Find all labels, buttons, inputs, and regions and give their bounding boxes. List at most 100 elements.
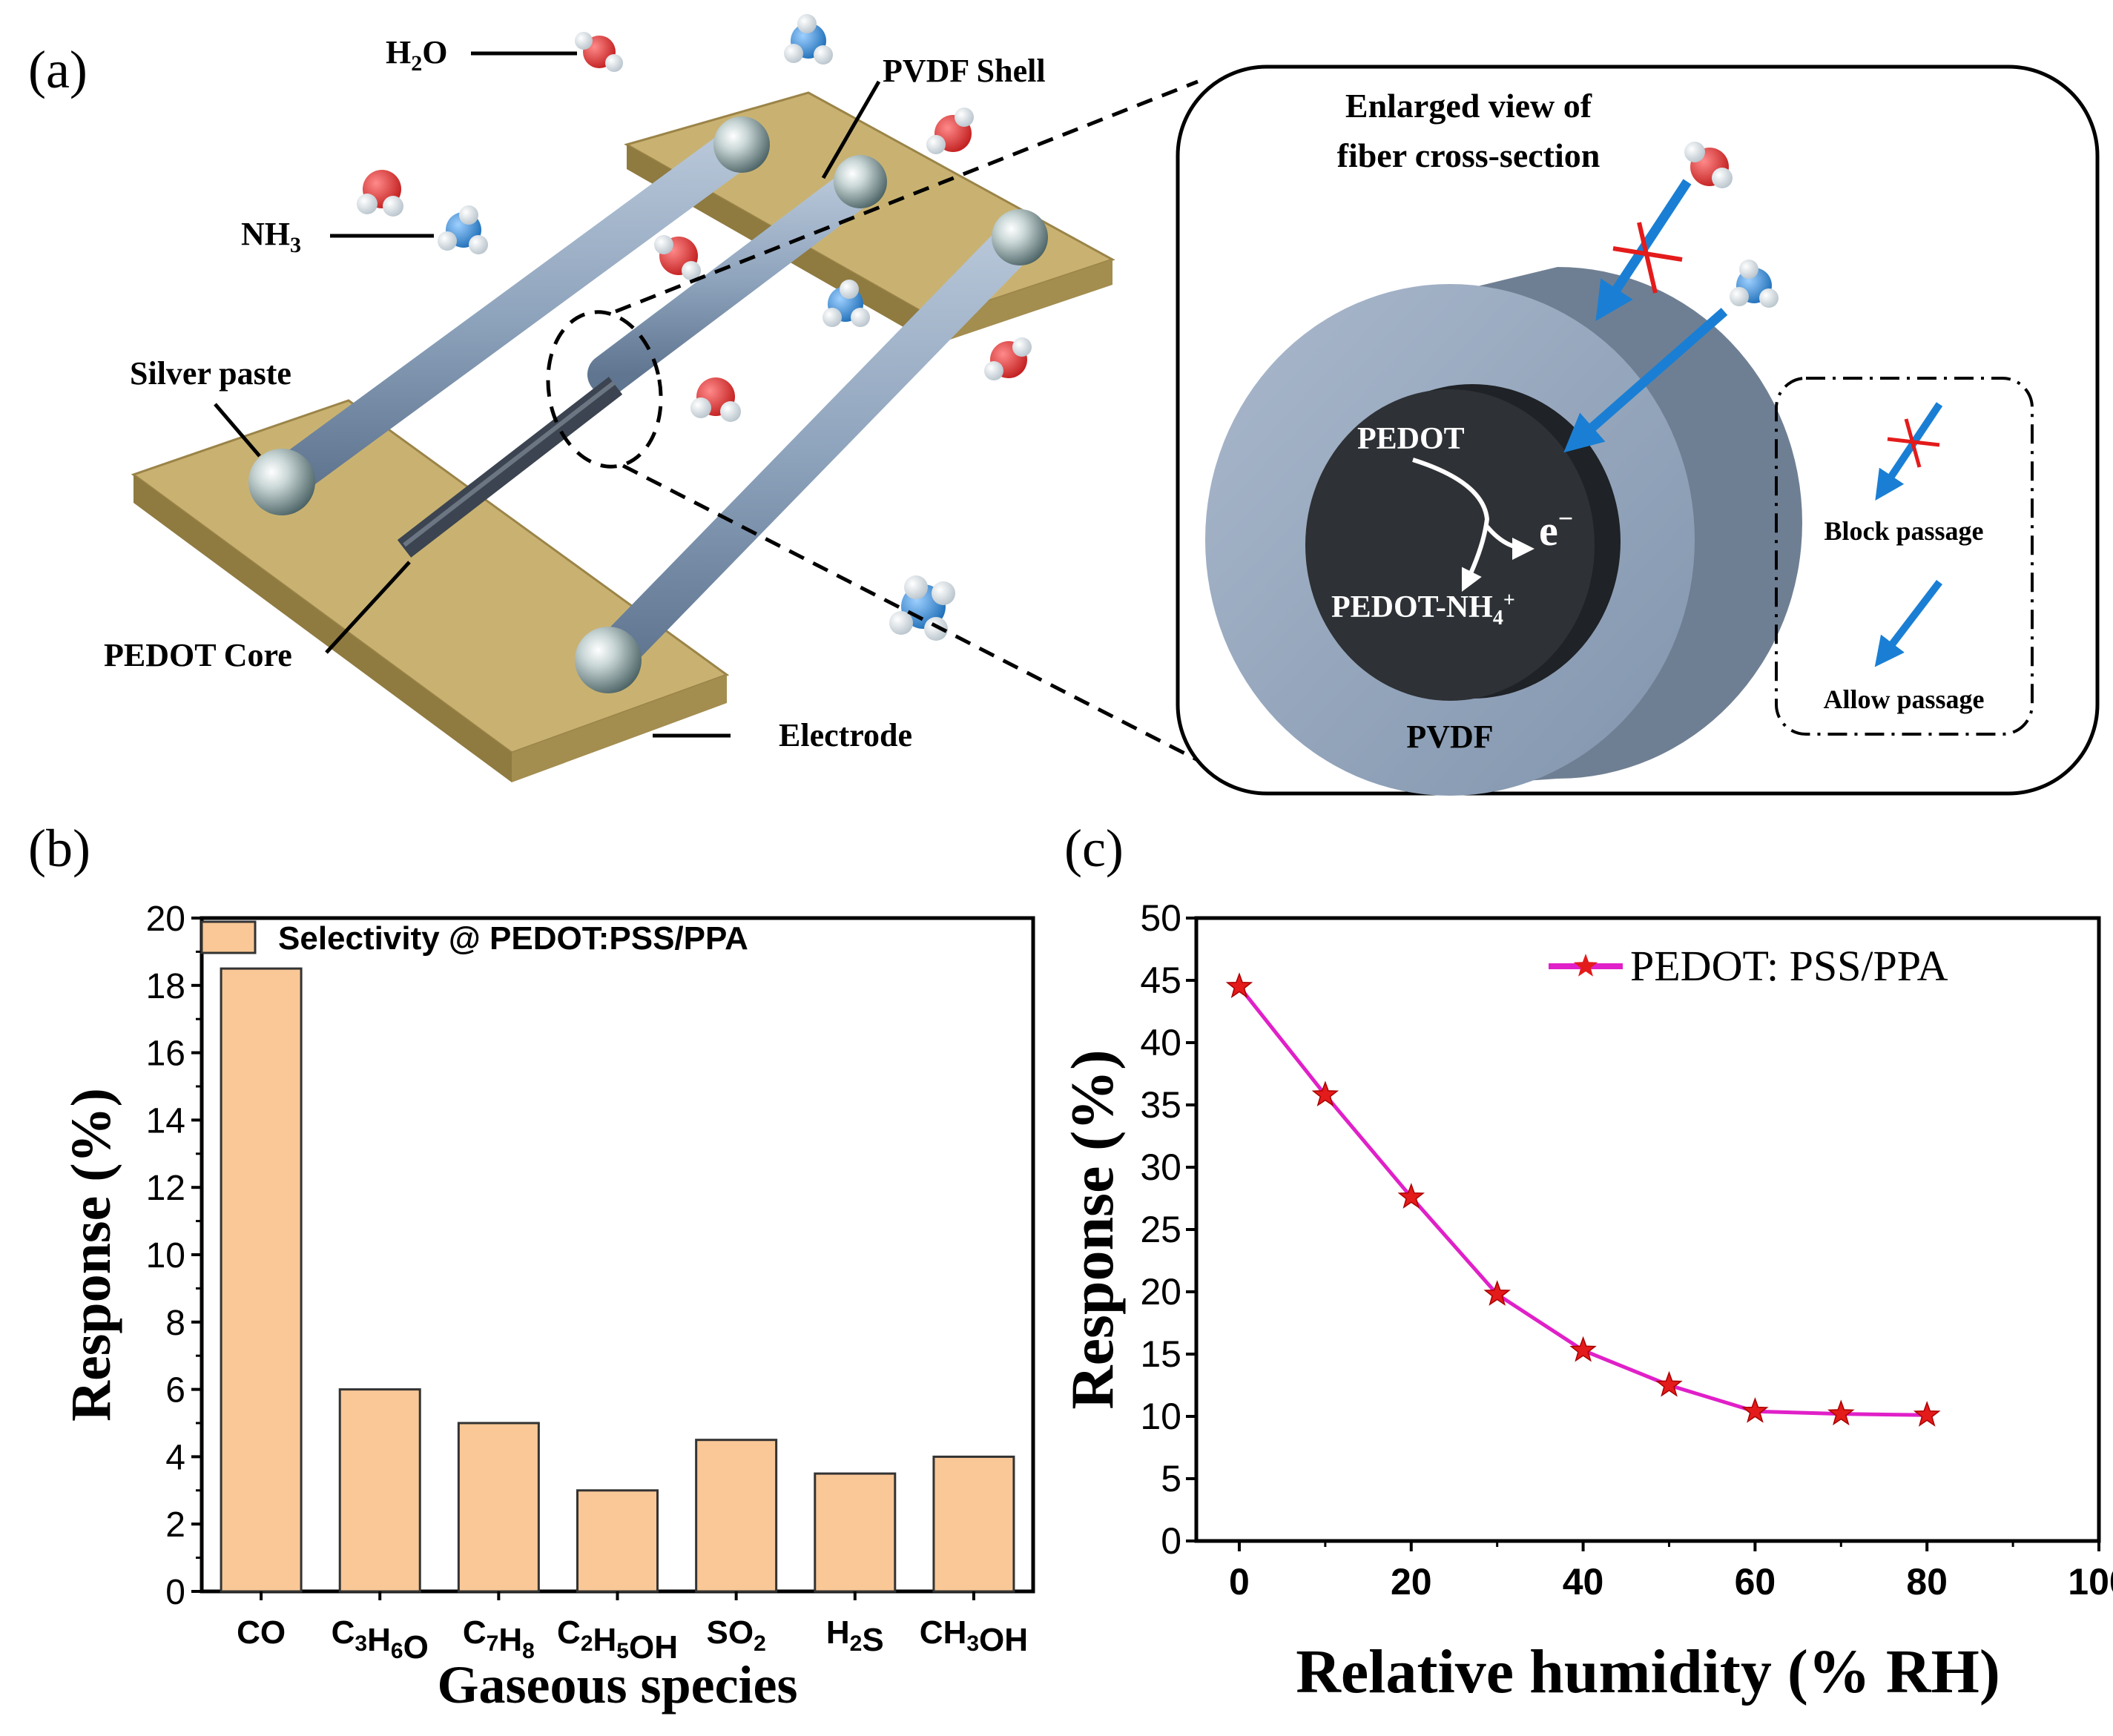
legend-cross-icon xyxy=(1887,418,1940,468)
formula-subscript: 2 xyxy=(754,1631,766,1656)
legend-label: PEDOT: PSS/PPA xyxy=(1630,942,1948,990)
cross-line-2 xyxy=(1637,222,1658,294)
formula-subscript: 8 xyxy=(522,1639,535,1663)
reaction-arrow xyxy=(1412,458,1490,593)
y-tick-label: 50 xyxy=(1140,897,1181,939)
x-tick-label: 40 xyxy=(1563,1561,1604,1603)
ammonia-molecule-icon xyxy=(784,14,833,65)
pedot-core-fiber xyxy=(397,377,623,558)
silver-ball-3 xyxy=(713,116,770,173)
y-tick-label: 25 xyxy=(1140,1209,1181,1250)
panel-b-label: (b) xyxy=(28,819,90,878)
formula-subscript: 6 xyxy=(391,1639,403,1663)
y-tick-label: 30 xyxy=(1140,1146,1181,1188)
ammonia-molecule-icon xyxy=(889,575,955,641)
y-tick-label: 20 xyxy=(1140,1271,1181,1313)
legend-label: Selectivity @ PEDOT:PSS/PPA xyxy=(278,920,748,957)
pedot-core-label: PEDOT Core xyxy=(104,637,292,673)
formula-subscript: 3 xyxy=(355,1631,367,1656)
fibers xyxy=(260,123,1041,681)
y-tick-label: 14 xyxy=(146,1101,185,1141)
water-molecule-icon xyxy=(926,108,974,154)
formula-part: S xyxy=(862,1622,883,1658)
y-tick-label: 15 xyxy=(1140,1333,1181,1375)
block-passage-label: Block passage xyxy=(1824,516,1983,546)
pedot-nh4-label: PEDOT-NH4+ xyxy=(1331,589,1515,630)
electrode-top-front xyxy=(934,260,1112,345)
ammonia-molecule-icon xyxy=(823,280,870,327)
water-molecule-icon xyxy=(1684,142,1733,188)
water-molecule-icon xyxy=(690,377,741,422)
formula-part: OH xyxy=(979,1622,1028,1658)
pedot-core-disk xyxy=(1305,389,1595,701)
y-tick-label: 5 xyxy=(1161,1458,1181,1499)
zoom-line-bottom xyxy=(622,463,1199,762)
data-point xyxy=(1913,1401,1941,1427)
enlarged-view-title-2: fiber cross-section xyxy=(1337,136,1601,174)
y-tick-label: 2 xyxy=(165,1505,185,1545)
electrode-label: Electrode xyxy=(779,717,912,753)
data-point xyxy=(1655,1370,1683,1397)
legend-block-arrow xyxy=(1875,402,1943,501)
y-tick-label: 35 xyxy=(1140,1084,1181,1126)
data-point xyxy=(1397,1183,1425,1209)
data-point xyxy=(1569,1336,1597,1362)
bar-h2s xyxy=(814,1472,897,1593)
water-molecule-icon xyxy=(357,170,403,217)
legend-swatch xyxy=(200,920,257,954)
water-molecule-icon xyxy=(575,32,623,72)
x-tick-label: 0 xyxy=(1229,1561,1250,1603)
y-axis-label: Response (%) xyxy=(1058,1049,1126,1409)
allowed-nh3-arrow xyxy=(1563,308,1728,453)
nh3-label: NH3 xyxy=(241,216,301,257)
plot-frame xyxy=(1194,916,2101,1543)
formula-subscript: 2 xyxy=(581,1631,593,1656)
panel-c-label: (c) xyxy=(1064,819,1124,878)
y-tick-label: 40 xyxy=(1140,1022,1181,1063)
electron-label: e− xyxy=(1539,504,1573,555)
water-molecule-icon xyxy=(654,235,701,280)
x-tick-label: SO2 xyxy=(707,1614,766,1656)
formula-part: C xyxy=(332,1614,355,1651)
water-molecule-icon xyxy=(984,337,1032,380)
pedot-label: PEDOT xyxy=(1357,422,1465,456)
x-tick-label: C3H6O xyxy=(332,1614,429,1666)
y-tick-label: 10 xyxy=(146,1236,185,1275)
ammonia-molecule-icon xyxy=(1730,260,1779,308)
molecules xyxy=(357,14,1032,641)
humidity-line-chart: 0 5 10 15 20 25 30 35 40 45 50 0 20 40 60 80 100 PEDOT: P… xyxy=(1058,897,2113,1706)
panel-a: (a) xyxy=(28,14,2100,796)
y-tick-label: 0 xyxy=(1161,1520,1181,1562)
y-tick-label: 8 xyxy=(165,1304,185,1343)
panel-c: (c) 0 5 10 15 20 25 30 35 40 45 50 0 20 40 60 80 100 PEDO… xyxy=(1058,819,2113,1706)
bar-c3h6o xyxy=(338,1388,421,1593)
silver-ball-1 xyxy=(248,449,315,515)
formula-part: C xyxy=(557,1614,581,1651)
y-tick-label: 45 xyxy=(1140,960,1181,1001)
panel-a-label: (a) xyxy=(28,40,88,99)
bar-c7h8 xyxy=(457,1422,540,1593)
x-tick-label: CO xyxy=(237,1614,286,1651)
ammonia-molecule-icon xyxy=(438,205,488,254)
x-axis-label: Gaseous species xyxy=(438,1655,798,1714)
zoom-line-top xyxy=(615,79,1199,314)
bar-ch3oh xyxy=(932,1455,1015,1593)
bar-so2 xyxy=(695,1439,778,1593)
pvdf-shell-leader xyxy=(821,80,881,179)
fiber-left xyxy=(260,123,763,504)
silver-ball-5 xyxy=(992,209,1048,265)
data-point xyxy=(1827,1399,1855,1426)
y-tick-label: 10 xyxy=(1140,1396,1181,1437)
x-tick-label: C7H8 xyxy=(463,1614,535,1663)
y-tick-label: 20 xyxy=(146,900,185,939)
x-tick-label: CH3OH xyxy=(920,1614,1028,1658)
legend-marker xyxy=(1573,954,1598,977)
h2o-label: H2O xyxy=(386,34,447,76)
formula-part: C xyxy=(463,1614,487,1651)
pvdf-shell-label: PVDF Shell xyxy=(883,53,1046,89)
fiber-right xyxy=(587,216,1041,681)
data-point xyxy=(1741,1397,1769,1423)
y-tick-label: 12 xyxy=(146,1169,185,1208)
